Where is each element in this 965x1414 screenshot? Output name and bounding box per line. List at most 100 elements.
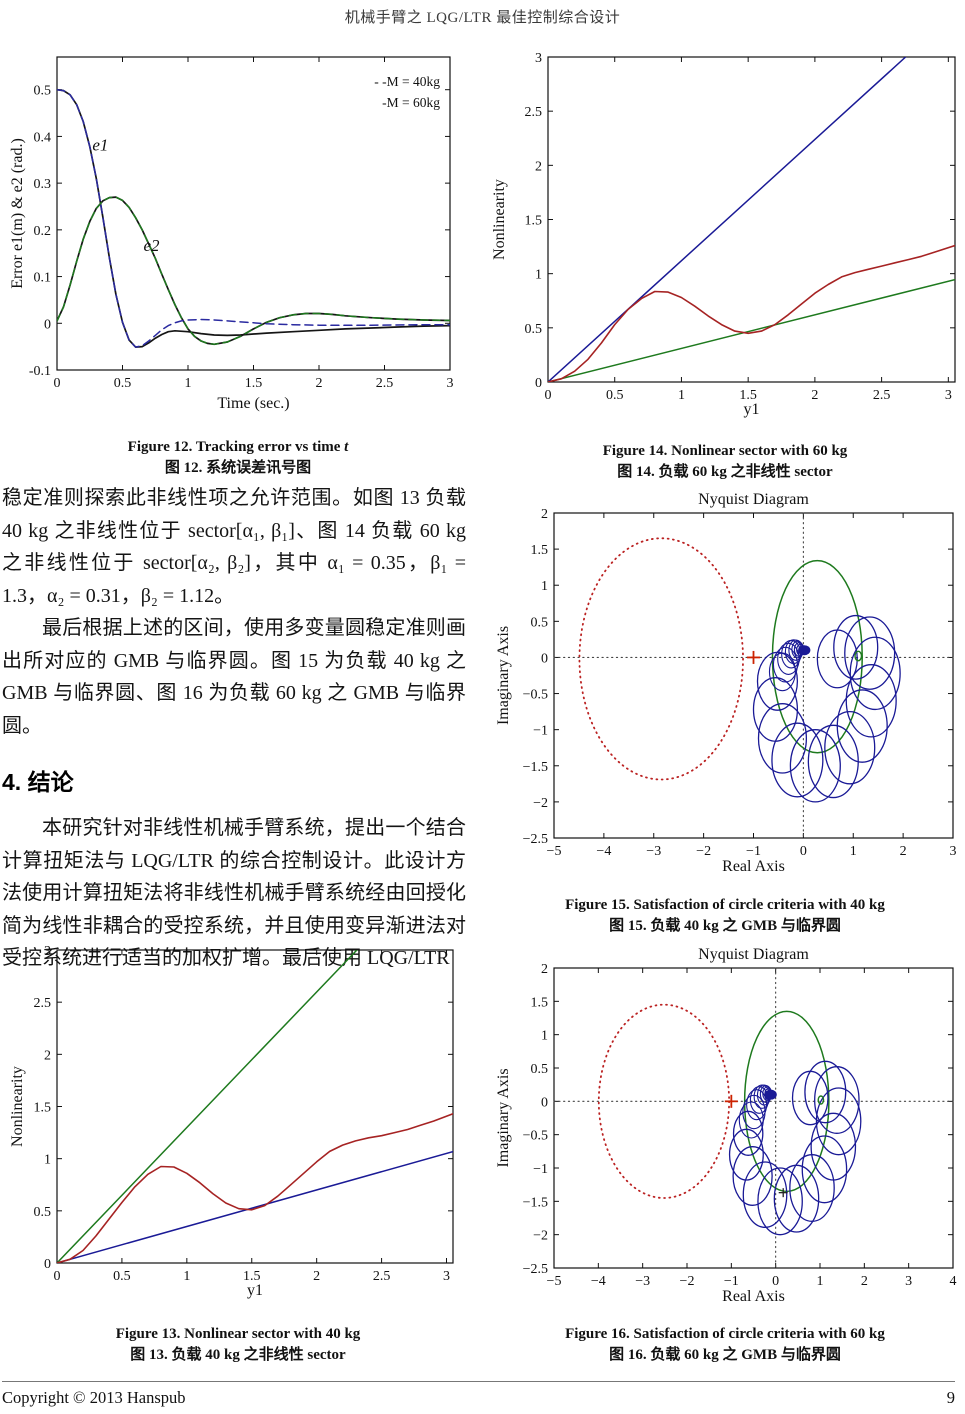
svg-text:3: 3 bbox=[44, 944, 51, 959]
figure-14-nonlinear-sector-60kg: 0 0.5 1 1.5 2 2.5 3 0 0.5 1 1.5 2 2.5 3 y1 Nonlinearity… bbox=[490, 46, 960, 483]
figure-16-caption-en: Figure 16. Satisfaction of circle criter… bbox=[565, 1326, 885, 1342]
svg-text:−5: −5 bbox=[547, 844, 562, 859]
copyright-text: Copyright © 2013 Hanspub bbox=[2, 1388, 186, 1407]
svg-text:2.5: 2.5 bbox=[34, 996, 52, 1011]
svg-text:0.5: 0.5 bbox=[113, 1269, 131, 1284]
svg-text:−1.5: −1.5 bbox=[523, 760, 548, 775]
figure-16-nyquist-60kg: −5 −4 −3 −2 −1 0 1 2 3 4 −2.5 −2 −1.5 −1 −0.5 0 0.5 1 1.5 2… bbox=[490, 940, 960, 1366]
svg-text:−3: −3 bbox=[646, 844, 661, 859]
figure-13-caption-zh: 图 13. 负载 40 kg 之非线性 sector bbox=[130, 1347, 346, 1363]
figure-14-caption-zh: 图 14. 负载 60 kg 之非线性 sector bbox=[617, 464, 833, 480]
svg-text:−0.5: −0.5 bbox=[523, 688, 548, 703]
svg-text:−2: −2 bbox=[696, 844, 711, 859]
svg-text:2.5: 2.5 bbox=[373, 1269, 391, 1284]
page-footer: Copyright © 2013 Hanspub 9 bbox=[2, 1388, 955, 1408]
svg-text:Error e1(m) & e2 (rad.): Error e1(m) & e2 (rad.) bbox=[9, 138, 26, 289]
figure-13-nonlinear-sector-40kg: 0 0.5 1 1.5 2 2.5 3 0 0.5 1 1.5 2 2.5 3 y1 Nonlinearity… bbox=[8, 938, 468, 1366]
svg-text:−2: −2 bbox=[680, 1274, 695, 1289]
svg-text:1: 1 bbox=[541, 579, 548, 594]
svg-text:Imaginary Axis: Imaginary Axis bbox=[495, 1068, 512, 1167]
svg-text:1.5: 1.5 bbox=[525, 214, 543, 229]
svg-text:0: 0 bbox=[545, 388, 552, 403]
svg-text:−4: −4 bbox=[596, 844, 611, 859]
svg-text:0.5: 0.5 bbox=[34, 1205, 52, 1220]
svg-text:0.3: 0.3 bbox=[34, 177, 52, 192]
figure-12-tracking-error: 0 0.5 1 1.5 2 2.5 3 -0.1 0 0.1 0.2 0.3 0.4 0.5 Time (s… bbox=[8, 46, 468, 479]
figure-14-caption: Figure 14. Nonlinear sector with 60 kg 图… bbox=[490, 441, 960, 483]
svg-text:Time (sec.): Time (sec.) bbox=[217, 395, 289, 412]
page-number: 9 bbox=[946, 1388, 955, 1407]
svg-text:1.5: 1.5 bbox=[531, 543, 549, 558]
svg-text:1.5: 1.5 bbox=[34, 1101, 52, 1116]
svg-text:Real Axis: Real Axis bbox=[722, 858, 785, 874]
figure-12-caption: Figure 12. Tracking error vs time t 图 12… bbox=[8, 437, 468, 479]
svg-text:−1: −1 bbox=[724, 1274, 739, 1289]
svg-text:2: 2 bbox=[535, 159, 542, 174]
svg-text:2: 2 bbox=[861, 1274, 868, 1289]
svg-text:−0.5: −0.5 bbox=[523, 1129, 548, 1144]
svg-text:y1: y1 bbox=[744, 401, 760, 418]
svg-text:Nonlinearity: Nonlinearity bbox=[9, 1066, 26, 1147]
svg-text:0: 0 bbox=[541, 651, 548, 666]
page-header-title: 机械手臂之 LQG/LTR 最佳控制综合设计 bbox=[344, 10, 621, 26]
svg-text:-M = 60kg: -M = 60kg bbox=[382, 95, 440, 110]
svg-text:3: 3 bbox=[950, 844, 957, 859]
svg-text:0.1: 0.1 bbox=[34, 271, 52, 286]
svg-text:Nyquist Diagram: Nyquist Diagram bbox=[698, 491, 809, 508]
figure-12-caption-en: Figure 12. Tracking error vs time t bbox=[127, 439, 349, 455]
svg-text:0: 0 bbox=[541, 1095, 548, 1110]
figure-15-caption-en: Figure 15. Satisfaction of circle criter… bbox=[565, 897, 885, 913]
svg-text:−1: −1 bbox=[746, 844, 761, 859]
svg-text:y1: y1 bbox=[247, 1282, 263, 1299]
svg-text:2: 2 bbox=[541, 962, 548, 977]
svg-text:−1.5: −1.5 bbox=[523, 1195, 548, 1210]
svg-text:2.5: 2.5 bbox=[525, 105, 543, 120]
svg-text:0.4: 0.4 bbox=[34, 130, 52, 145]
svg-text:0: 0 bbox=[535, 376, 542, 391]
svg-text:−1: −1 bbox=[533, 724, 548, 739]
svg-text:−5: −5 bbox=[547, 1274, 562, 1289]
svg-text:−2: −2 bbox=[533, 796, 548, 811]
paragraph-conclusion: 本研究针对非线性机械手臂系统，提出一个结合计算扭矩法与 LQG/LTR 的综合控… bbox=[2, 817, 466, 969]
figure-13-plot: 0 0.5 1 1.5 2 2.5 3 0 0.5 1 1.5 2 2.5 3 y1 Nonlinearity bbox=[9, 944, 454, 1299]
svg-text:1: 1 bbox=[185, 376, 192, 391]
svg-text:0.5: 0.5 bbox=[531, 615, 549, 630]
svg-text:0.2: 0.2 bbox=[34, 224, 52, 239]
svg-text:0.5: 0.5 bbox=[606, 388, 624, 403]
svg-text:1: 1 bbox=[535, 268, 542, 283]
figure-15-plot: −5 −4 −3 −2 −1 0 1 2 3 −2.5 −2 −1.5 −1 −0.5 0 0.5 1 1.5 2 R… bbox=[495, 491, 957, 875]
svg-text:e2: e2 bbox=[143, 236, 160, 255]
svg-text:1.5: 1.5 bbox=[739, 388, 757, 403]
svg-text:1: 1 bbox=[541, 1029, 548, 1044]
svg-text:1: 1 bbox=[44, 1153, 51, 1168]
figure-12-caption-zh: 图 12. 系统误差讯号图 bbox=[164, 460, 312, 476]
svg-text:1: 1 bbox=[678, 388, 685, 403]
svg-text:0.5: 0.5 bbox=[531, 1062, 549, 1077]
svg-text:2: 2 bbox=[313, 1269, 320, 1284]
svg-text:4: 4 bbox=[950, 1274, 957, 1289]
svg-text:Nonlinearity: Nonlinearity bbox=[491, 179, 508, 260]
svg-text:3: 3 bbox=[905, 1274, 912, 1289]
svg-text:e1: e1 bbox=[92, 135, 108, 154]
body-text-column: 稳定准则探索此非线性项之允许范围。如图 13 负载 40 kg 之非线性位于 s… bbox=[2, 482, 466, 975]
svg-text:1: 1 bbox=[850, 844, 857, 859]
svg-text:0: 0 bbox=[54, 376, 61, 391]
svg-text:−2.5: −2.5 bbox=[523, 1262, 548, 1277]
svg-text:−2.5: −2.5 bbox=[523, 832, 548, 847]
figure-13-caption: Figure 13. Nonlinear sector with 40 kg 图… bbox=[8, 1324, 468, 1366]
svg-text:1.5: 1.5 bbox=[531, 995, 549, 1010]
svg-text:3: 3 bbox=[945, 388, 952, 403]
figure-16-caption: Figure 16. Satisfaction of circle criter… bbox=[490, 1324, 960, 1366]
svg-text:0: 0 bbox=[772, 1274, 779, 1289]
svg-text:0.5: 0.5 bbox=[525, 322, 543, 337]
footer-divider bbox=[2, 1381, 955, 1382]
svg-text:3: 3 bbox=[447, 376, 454, 391]
paragraph-gmb-circles: 最后根据上述的区间，使用多变量圆稳定准则画出所对应的 GMB 与临界圆。图 15… bbox=[2, 617, 466, 737]
figure-14-caption-en: Figure 14. Nonlinear sector with 60 kg bbox=[602, 443, 848, 459]
svg-text:−3: −3 bbox=[635, 1274, 650, 1289]
svg-text:0: 0 bbox=[800, 844, 807, 859]
svg-text:1.5: 1.5 bbox=[243, 1269, 261, 1284]
svg-text:−2: −2 bbox=[533, 1229, 548, 1244]
svg-text:2.5: 2.5 bbox=[873, 388, 891, 403]
